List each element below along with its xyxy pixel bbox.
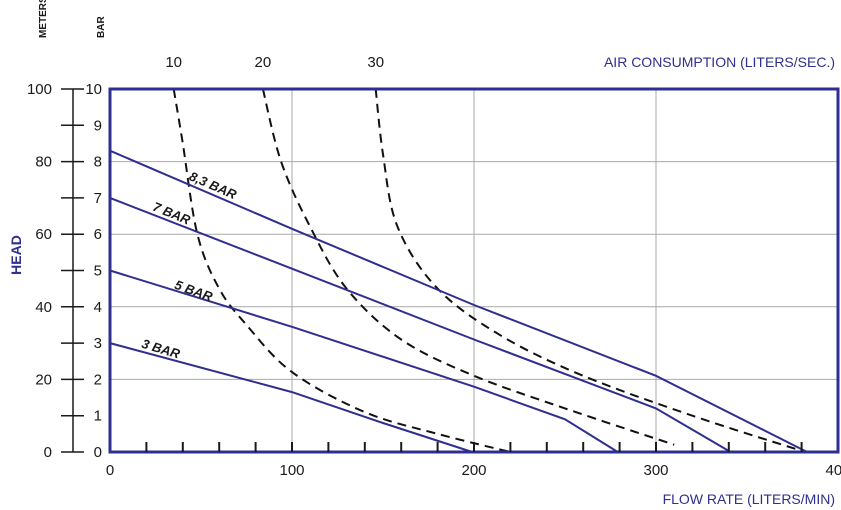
series-line (109, 269, 619, 453)
air-consumption-curve (172, 88, 511, 453)
bar-tick-label: 8 (94, 154, 102, 171)
bar-tick-label: 5 (94, 263, 102, 280)
air-consumption-tick-label: 30 (367, 54, 384, 71)
meters-tick-label: 40 (35, 299, 52, 316)
bar-tick-label: 2 (94, 371, 102, 388)
x-axis-title: FLOW RATE (LITERS/MIN) (663, 491, 835, 507)
meters-tick-label: 60 (35, 226, 52, 243)
bar-tick-label: 3 (94, 335, 102, 352)
axis-ticks: 0 100 200 300 400 0 20 40 60 80 100 0 1 2 3 4 5 6 7 8 9 10 10 2… (27, 54, 841, 479)
top-axis-title: AIR CONSUMPTION (LITERS/SEC.) (604, 54, 835, 70)
bar-tick-label: 4 (94, 299, 102, 316)
air-consumption-curves (172, 88, 806, 453)
x-tick-label: 200 (461, 462, 486, 479)
series-label: 8,3 BAR (187, 168, 239, 202)
bar-unit-label: BAR (96, 16, 107, 38)
bar-tick-label: 6 (94, 226, 102, 243)
series-line (109, 196, 732, 453)
y-axis-title: HEAD (8, 235, 24, 275)
grid (110, 89, 838, 452)
series-label: 5 BAR (173, 277, 215, 304)
meters-unit-label: METERS (38, 0, 49, 38)
bar-tick-label: 10 (85, 81, 102, 98)
meters-tick-label: 100 (27, 81, 52, 98)
series-line (109, 149, 808, 453)
air-consumption-tick-label: 20 (255, 54, 272, 71)
bar-tick-label: 1 (94, 408, 102, 425)
bar-tick-label: 9 (94, 117, 102, 134)
meters-tick-label: 20 (35, 371, 52, 388)
x-tick-label: 100 (279, 462, 304, 479)
air-consumption-curve (374, 88, 806, 453)
bar-tick-label: 7 (94, 190, 102, 207)
air-consumption-tick-label: 10 (165, 54, 182, 71)
air-consumption-curve (261, 88, 675, 446)
meters-tick-label: 0 (44, 444, 52, 461)
series-line (109, 342, 473, 453)
x-tick-label: 0 (106, 462, 114, 479)
bar-series-lines (109, 149, 808, 453)
x-tick-label: 300 (643, 462, 668, 479)
x-tick-label: 400 (825, 462, 841, 479)
bar-tick-label: 0 (94, 444, 102, 461)
series-label: 7 BAR (151, 199, 193, 228)
meters-tick-label: 80 (35, 154, 52, 171)
